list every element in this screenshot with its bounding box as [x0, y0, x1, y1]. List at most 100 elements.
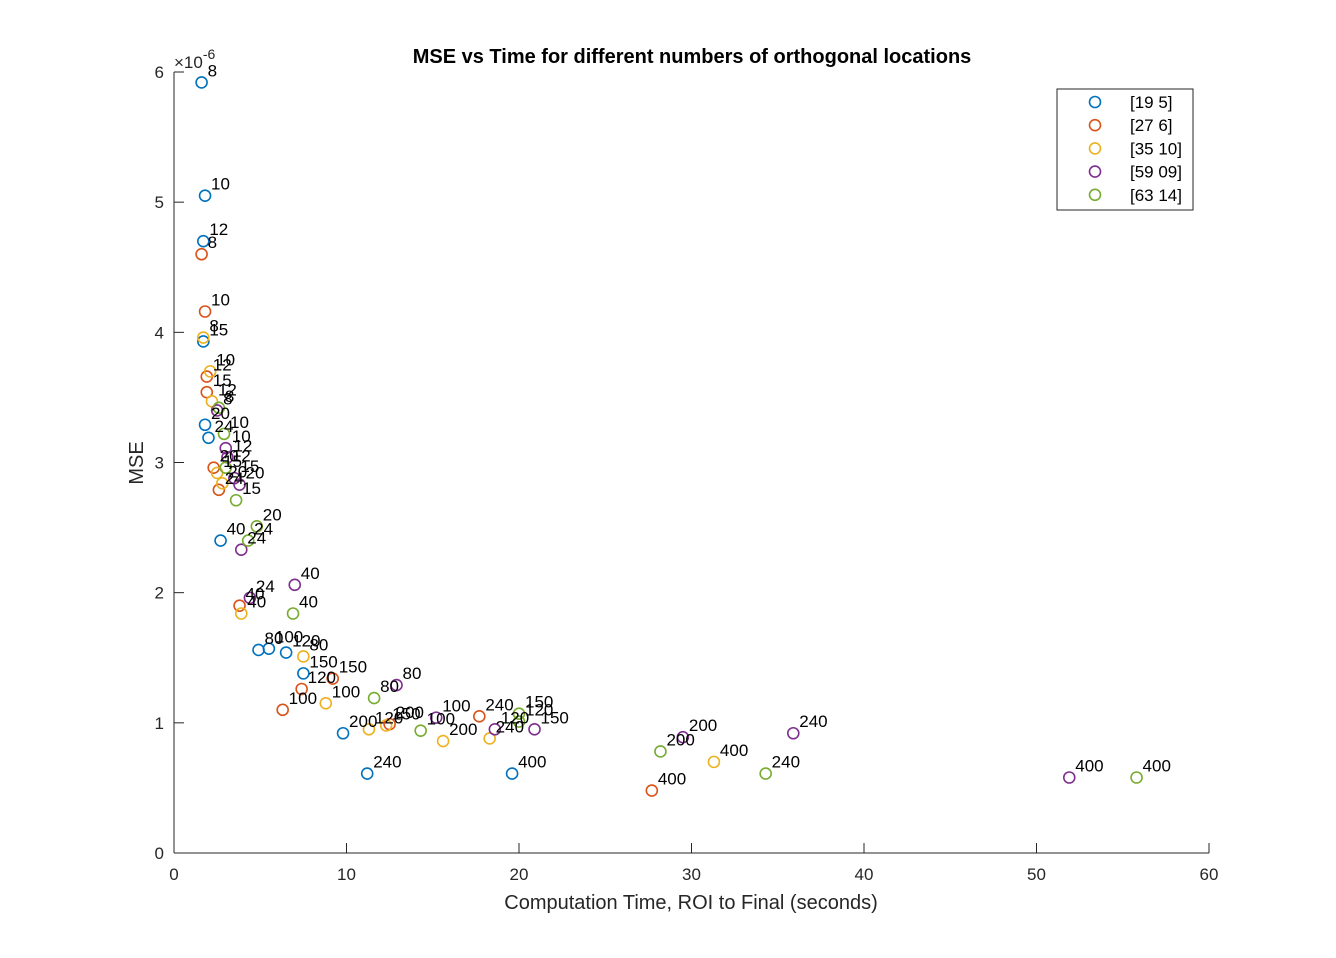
data-point-label: 8: [223, 389, 232, 408]
data-point-label: 40: [246, 585, 265, 604]
data-point-label: 10: [232, 427, 251, 446]
data-point: [360, 767, 374, 780]
data-point: [198, 189, 212, 202]
data-point: [288, 578, 302, 592]
data-point: [429, 711, 443, 724]
data-point: [367, 691, 381, 705]
data-point-label: 10: [211, 291, 230, 310]
y-axis-label: MSE: [126, 441, 148, 484]
data-point: [197, 234, 210, 248]
data-point: [203, 365, 217, 378]
data-point: [205, 395, 219, 408]
data-point-label: 15: [209, 320, 228, 339]
data-point: [233, 478, 246, 491]
y-tick-label: 4: [155, 323, 164, 342]
data-point-label: 400: [518, 753, 546, 772]
data-point: [243, 591, 257, 605]
data-point: [212, 401, 226, 415]
data-point-label: 40: [227, 520, 246, 539]
data-point-label: 24: [254, 520, 273, 539]
data-point-label: 400: [1143, 757, 1171, 776]
data-point-label: 12: [218, 380, 237, 399]
data-point-label: 150: [309, 652, 337, 671]
data-point-label: 20: [228, 462, 247, 481]
data-point: [786, 726, 800, 740]
data-point: [512, 715, 526, 728]
data-point: [241, 534, 255, 547]
data-point-label: 100: [427, 710, 455, 729]
data-point: [295, 682, 308, 696]
data-point-label: 80: [309, 635, 328, 654]
data-marks: [195, 76, 1143, 797]
data-point: [195, 247, 208, 261]
data-point: [233, 599, 246, 612]
data-point: [297, 667, 310, 680]
legend-entry-label: [59 09]: [1130, 163, 1182, 182]
data-point-label: 200: [449, 720, 477, 739]
legend-marker: [1088, 118, 1102, 132]
data-point-label: 24: [215, 417, 234, 436]
legend-entry-label: [19 5]: [1130, 93, 1173, 112]
data-point: [197, 331, 210, 344]
data-point: [379, 719, 393, 732]
data-point: [198, 418, 212, 432]
data-point: [217, 427, 231, 441]
data-point-label: 150: [525, 693, 553, 712]
data-point-label: 240: [496, 717, 524, 736]
data-point-label: 15: [223, 452, 242, 471]
data-point: [202, 431, 215, 445]
data-point-label: 40: [299, 592, 318, 611]
data-point: [212, 483, 226, 497]
data-point: [414, 724, 427, 737]
data-point-label: 10: [211, 175, 230, 194]
data-point-label: 120: [525, 701, 553, 720]
data-point-label: 200: [666, 730, 694, 749]
data-point-label: 120: [292, 632, 320, 651]
data-point-label: 15: [240, 457, 259, 476]
data-point-label: 80: [380, 677, 399, 696]
data-point: [505, 767, 519, 780]
y-exponent-power: -6: [203, 46, 216, 62]
data-point-label: 80: [265, 629, 284, 648]
legend-entry-label: [35 10]: [1130, 139, 1182, 158]
data-point: [234, 607, 248, 620]
data-point-label: 8: [208, 233, 217, 252]
data-point: [250, 519, 264, 533]
data-point: [198, 305, 212, 318]
legend-marker: [1088, 165, 1102, 178]
data-point-label: 100: [275, 628, 303, 647]
data-point: [279, 646, 293, 659]
data-point: [219, 461, 233, 475]
data-point-label: 12: [213, 356, 232, 375]
data-point-label: 200: [349, 712, 377, 731]
data-point-label: 12: [233, 436, 252, 455]
data-point-label: 100: [442, 697, 470, 716]
data-point-label: 100: [289, 689, 317, 708]
legend: [19 5] [27 6] [35 10] [59 09] [63 14]: [1056, 88, 1194, 211]
legend-box: [1056, 88, 1194, 211]
data-point-label: 15: [242, 479, 261, 498]
data-point-label: 240: [772, 753, 800, 772]
data-point: [483, 732, 496, 745]
data-point-label: 10: [230, 413, 249, 432]
y-tick-label: 1: [155, 714, 164, 733]
data-point-label: 240: [799, 712, 827, 731]
data-point: [195, 76, 208, 89]
data-point-label: 20: [246, 464, 265, 483]
y-exponent-label: ×10-6: [174, 46, 216, 72]
x-tick-label: 40: [855, 865, 874, 884]
data-point-label: 20: [220, 447, 239, 466]
x-tick-label: 10: [337, 865, 356, 884]
data-point-label: 120: [501, 708, 529, 727]
data-point-label: 20: [211, 404, 230, 423]
data-point: [229, 493, 243, 507]
data-point: [286, 607, 300, 620]
legend-entry-label: [63 14]: [1130, 186, 1182, 205]
data-point-label: 80: [403, 664, 422, 683]
data-point: [436, 734, 450, 748]
data-point: [297, 650, 310, 663]
data-point: [645, 784, 659, 797]
